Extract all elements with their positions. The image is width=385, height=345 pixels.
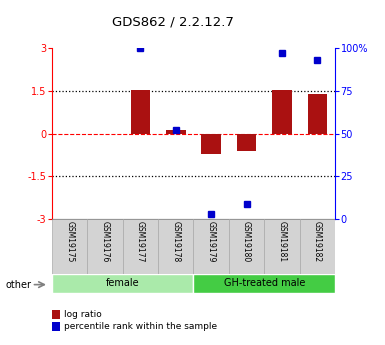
Text: female: female <box>106 278 139 288</box>
Text: GSM19175: GSM19175 <box>65 221 74 262</box>
Text: GSM19182: GSM19182 <box>313 221 322 262</box>
Text: log ratio: log ratio <box>64 310 101 319</box>
Text: GSM19181: GSM19181 <box>277 221 286 262</box>
Text: GSM19180: GSM19180 <box>242 221 251 262</box>
Bar <box>272 90 291 134</box>
Bar <box>52 310 60 319</box>
Bar <box>52 322 60 331</box>
Bar <box>52 219 87 274</box>
Bar <box>52 274 193 293</box>
Bar <box>158 219 193 274</box>
Bar <box>87 219 123 274</box>
Bar <box>193 274 335 293</box>
Bar <box>193 219 229 274</box>
Bar <box>237 134 256 151</box>
Bar <box>300 219 335 274</box>
Bar <box>123 219 158 274</box>
Bar <box>131 90 150 134</box>
Bar <box>201 134 221 154</box>
Text: GSM19177: GSM19177 <box>136 221 145 262</box>
Text: other: other <box>6 280 32 289</box>
Text: GH-treated male: GH-treated male <box>224 278 305 288</box>
Text: GSM19176: GSM19176 <box>100 221 110 262</box>
Bar <box>308 95 327 134</box>
Text: percentile rank within the sample: percentile rank within the sample <box>64 322 217 331</box>
Bar <box>229 219 264 274</box>
Bar <box>166 130 186 134</box>
Bar <box>264 219 300 274</box>
Text: GSM19178: GSM19178 <box>171 221 180 262</box>
Text: GSM19179: GSM19179 <box>207 221 216 262</box>
Text: GDS862 / 2.2.12.7: GDS862 / 2.2.12.7 <box>112 16 234 29</box>
